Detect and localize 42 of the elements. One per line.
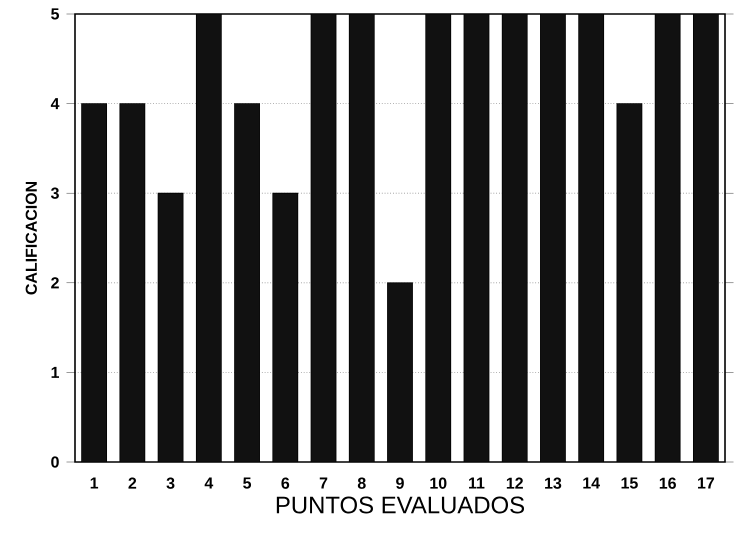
bar — [655, 14, 680, 462]
x-tick-label: 11 — [469, 478, 484, 489]
x-tick-label: 10 — [430, 478, 446, 489]
bar — [616, 104, 642, 462]
bar — [388, 282, 412, 462]
bar — [82, 104, 107, 462]
y-axis-title: CALIFICACION — [26, 182, 37, 294]
x-tick-label: 14 — [583, 478, 600, 489]
x-tick-label: 15 — [622, 478, 638, 489]
bar — [272, 193, 298, 462]
bar — [196, 14, 222, 462]
bar — [464, 14, 489, 462]
bar — [311, 14, 336, 462]
x-tick-label: 3 — [166, 478, 174, 489]
y-tick-label: 1 — [52, 366, 59, 378]
x-tick-label: 12 — [506, 478, 523, 489]
x-axis-title: PUNTOS EVALUADOS — [276, 496, 524, 514]
y-tick-label: 3 — [50, 188, 59, 199]
x-tick-label: 16 — [660, 478, 676, 489]
x-tick-label: 1 — [90, 478, 98, 489]
bar — [502, 14, 528, 462]
x-tick-label: 7 — [320, 478, 328, 489]
bar — [540, 14, 566, 462]
bar — [426, 14, 451, 462]
x-tick-label: 13 — [545, 478, 562, 489]
x-tick-label: 8 — [358, 478, 366, 489]
bar — [692, 14, 719, 462]
x-tick-label: 5 — [243, 478, 252, 489]
y-tick-label: 4 — [50, 98, 60, 110]
x-tick-label: 4 — [204, 478, 214, 489]
bar — [234, 104, 260, 462]
x-tick-label: 17 — [698, 478, 714, 489]
bar — [349, 14, 374, 462]
y-tick-label: 5 — [51, 8, 59, 20]
x-tick-label: 2 — [128, 478, 136, 489]
x-tick-label: 9 — [396, 478, 404, 489]
bar — [578, 14, 604, 462]
x-tick-label: 6 — [281, 478, 290, 489]
bar — [158, 193, 184, 462]
y-tick-label: 0 — [51, 456, 59, 468]
y-tick-label: 2 — [51, 277, 59, 288]
bar — [120, 104, 145, 462]
